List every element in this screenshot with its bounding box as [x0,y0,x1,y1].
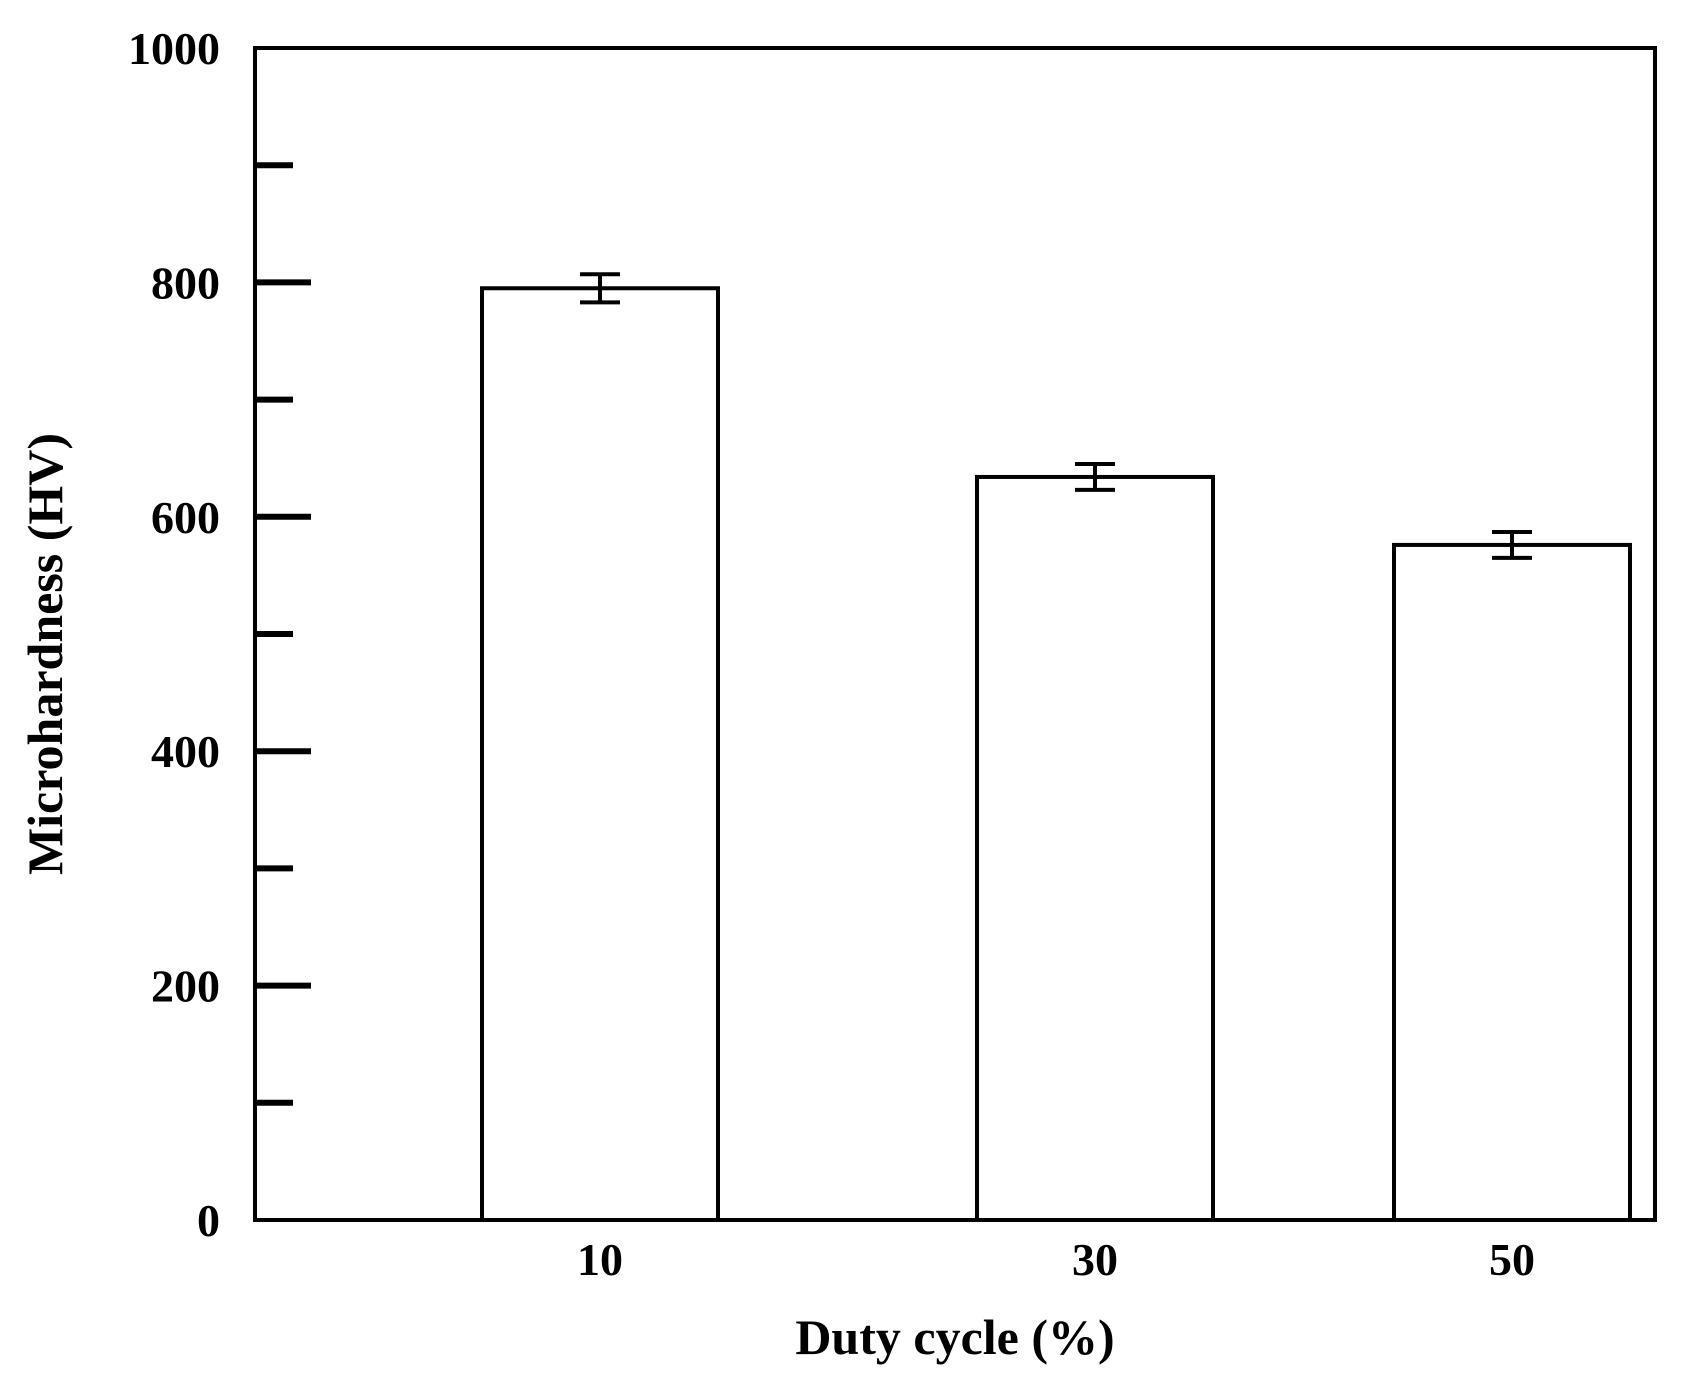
y-major-ticks [255,279,311,989]
x-axis-title: Duty cycle (%) [795,1309,1114,1365]
y-tick-label: 200 [151,961,220,1012]
x-tick-label: 50 [1489,1234,1535,1285]
x-tick-labels: 10 30 50 [577,1234,1535,1285]
bar [480,286,720,1222]
y-tick-label: 600 [151,492,220,543]
y-tick-label: 0 [197,1195,220,1246]
x-tick-label: 30 [1072,1234,1118,1285]
y-tick-labels: 0 200 400 600 800 1000 [128,23,220,1246]
bar [975,474,1215,1222]
y-tick-label: 800 [151,257,220,308]
bars [480,286,1632,1222]
y-axis-title: Microhardness (HV) [17,433,73,875]
x-tick-label: 10 [577,1234,623,1285]
y-minor-ticks [255,162,293,1106]
error-bars [580,272,1532,560]
bar [1392,542,1632,1222]
y-tick-label: 400 [151,726,220,777]
y-tick-label: 1000 [128,23,220,74]
